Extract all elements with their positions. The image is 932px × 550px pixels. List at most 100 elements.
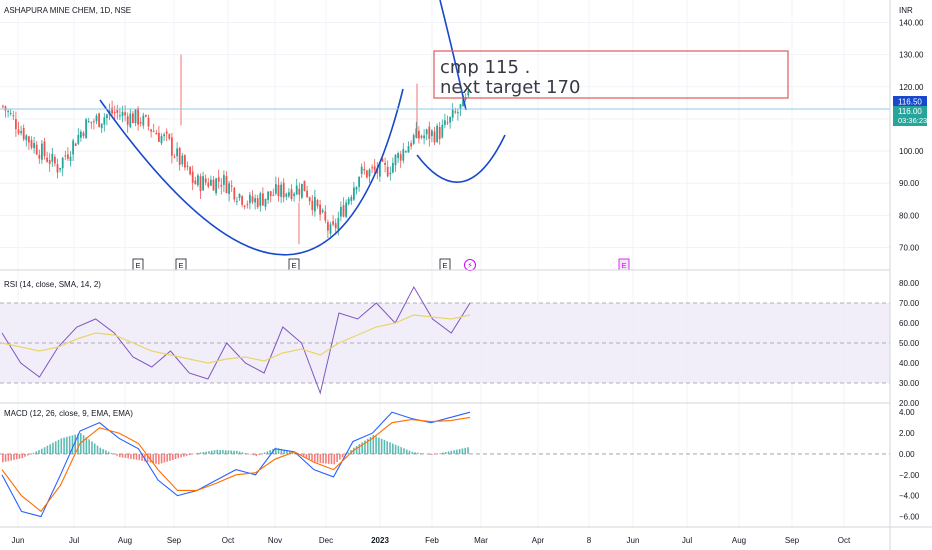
candle-body xyxy=(241,196,243,205)
candle-body xyxy=(119,115,121,117)
macd-histogram-bar xyxy=(163,453,166,463)
candle-body xyxy=(4,106,7,111)
macd-tick-label: −6.00 xyxy=(899,513,920,522)
candle-body xyxy=(129,113,132,127)
candle-body xyxy=(311,200,314,211)
candle-body xyxy=(358,176,360,187)
candle-body xyxy=(293,193,295,197)
candle-body xyxy=(28,136,30,143)
candle-body xyxy=(314,196,316,212)
macd-title[interactable]: MACD (12, 26, close, 9, EMA, EMA) xyxy=(4,409,133,418)
rsi-title[interactable]: RSI (14, close, SMA, 14, 2) xyxy=(4,280,101,289)
candle-body xyxy=(116,109,119,113)
candle-body xyxy=(17,129,20,134)
macd-histogram-bar xyxy=(372,435,375,454)
candle-body xyxy=(145,115,147,117)
annotation-box[interactable]: cmp 115 . next target 170 xyxy=(433,50,789,99)
currency-label: INR xyxy=(899,6,913,15)
macd-histogram-bar xyxy=(405,449,408,454)
macd-histogram-bar xyxy=(155,453,157,464)
candle-body xyxy=(178,147,181,165)
macd-histogram-bar xyxy=(314,453,316,463)
macd-histogram-bar xyxy=(442,452,444,454)
macd-histogram-bar xyxy=(305,453,308,458)
macd-histogram-bar xyxy=(447,451,450,454)
macd-histogram-bar xyxy=(105,450,107,454)
candle-body xyxy=(20,131,22,134)
macd-histogram-bar xyxy=(249,453,252,455)
macd-tick-label: 2.00 xyxy=(899,429,915,438)
candle-body xyxy=(139,122,142,124)
candle-body xyxy=(74,143,77,146)
candle-body xyxy=(256,198,259,208)
candle-body xyxy=(412,135,415,144)
candle-body xyxy=(163,134,165,137)
candle-body xyxy=(251,196,254,203)
candle-body xyxy=(446,122,449,124)
macd-histogram-bar xyxy=(202,452,205,454)
macd-histogram-bar xyxy=(322,453,324,464)
candle-body xyxy=(347,198,350,205)
candle-body xyxy=(202,176,204,191)
macd-histogram-bar xyxy=(456,449,458,454)
candle-body xyxy=(272,194,275,196)
macd-histogram-bar xyxy=(24,453,26,457)
macd-histogram-bar xyxy=(205,451,207,454)
candle-body xyxy=(457,112,459,114)
candle-body xyxy=(290,189,293,199)
macd-histogram-bar xyxy=(263,452,266,454)
candle-body xyxy=(2,105,4,107)
candle-body xyxy=(371,167,373,169)
candle-body xyxy=(321,210,324,213)
candle-body xyxy=(82,132,85,137)
rsi-line xyxy=(1,285,471,395)
annotation-line-2: next target 170 xyxy=(440,77,580,98)
candle-body xyxy=(225,176,228,194)
price-tick-label: 80.00 xyxy=(899,211,920,220)
candle-body xyxy=(363,168,366,171)
rsi-tick-label: 70.00 xyxy=(899,299,920,308)
candle-body xyxy=(340,207,342,217)
macd-histogram-bar xyxy=(361,442,363,454)
candle-body xyxy=(223,174,225,185)
cup-curve-extension xyxy=(439,0,467,111)
rsi-tick-label: 40.00 xyxy=(899,359,920,368)
candle-body xyxy=(181,155,184,165)
candle-body xyxy=(210,179,212,186)
macd-histogram-bar xyxy=(414,452,416,454)
candle-body xyxy=(459,104,462,110)
grid xyxy=(0,0,890,527)
candle-body xyxy=(134,109,137,124)
candle-body xyxy=(233,187,236,200)
candle-body xyxy=(54,156,56,164)
chart-title[interactable]: ASHAPURA MINE CHEM, 1D, NSE xyxy=(4,6,131,15)
candle-body xyxy=(332,221,334,225)
macd-histogram-bar xyxy=(54,441,57,454)
macd-histogram-bar xyxy=(107,451,110,454)
macd-histogram-bar xyxy=(132,453,135,460)
candle-body xyxy=(158,132,160,142)
price-candles[interactable] xyxy=(2,54,470,245)
candle-body xyxy=(355,186,358,190)
price-tick-label: 120.00 xyxy=(899,83,924,92)
candle-body xyxy=(171,137,173,156)
macd-histogram-bar xyxy=(330,453,333,465)
macd-histogram-bar xyxy=(27,453,29,456)
candle-body xyxy=(394,154,397,166)
macd-histogram-bar xyxy=(144,453,146,462)
macd-tick-label: −2.00 xyxy=(899,471,920,480)
macd-histogram-bar xyxy=(444,452,447,454)
price-tick-label: 100.00 xyxy=(899,147,924,156)
candle-body xyxy=(191,171,194,183)
candle-body xyxy=(230,185,233,187)
rsi-tick-label: 30.00 xyxy=(899,379,920,388)
macd-histogram-bar xyxy=(238,451,241,454)
candle-body xyxy=(423,135,425,139)
macd-histogram-bar xyxy=(46,445,49,454)
macd-histogram-bar xyxy=(453,450,455,454)
macd-histogram-bar xyxy=(461,448,464,454)
candle-body xyxy=(43,141,46,156)
macd-histogram-bar xyxy=(146,453,149,463)
macd-histogram-bar xyxy=(171,453,174,460)
